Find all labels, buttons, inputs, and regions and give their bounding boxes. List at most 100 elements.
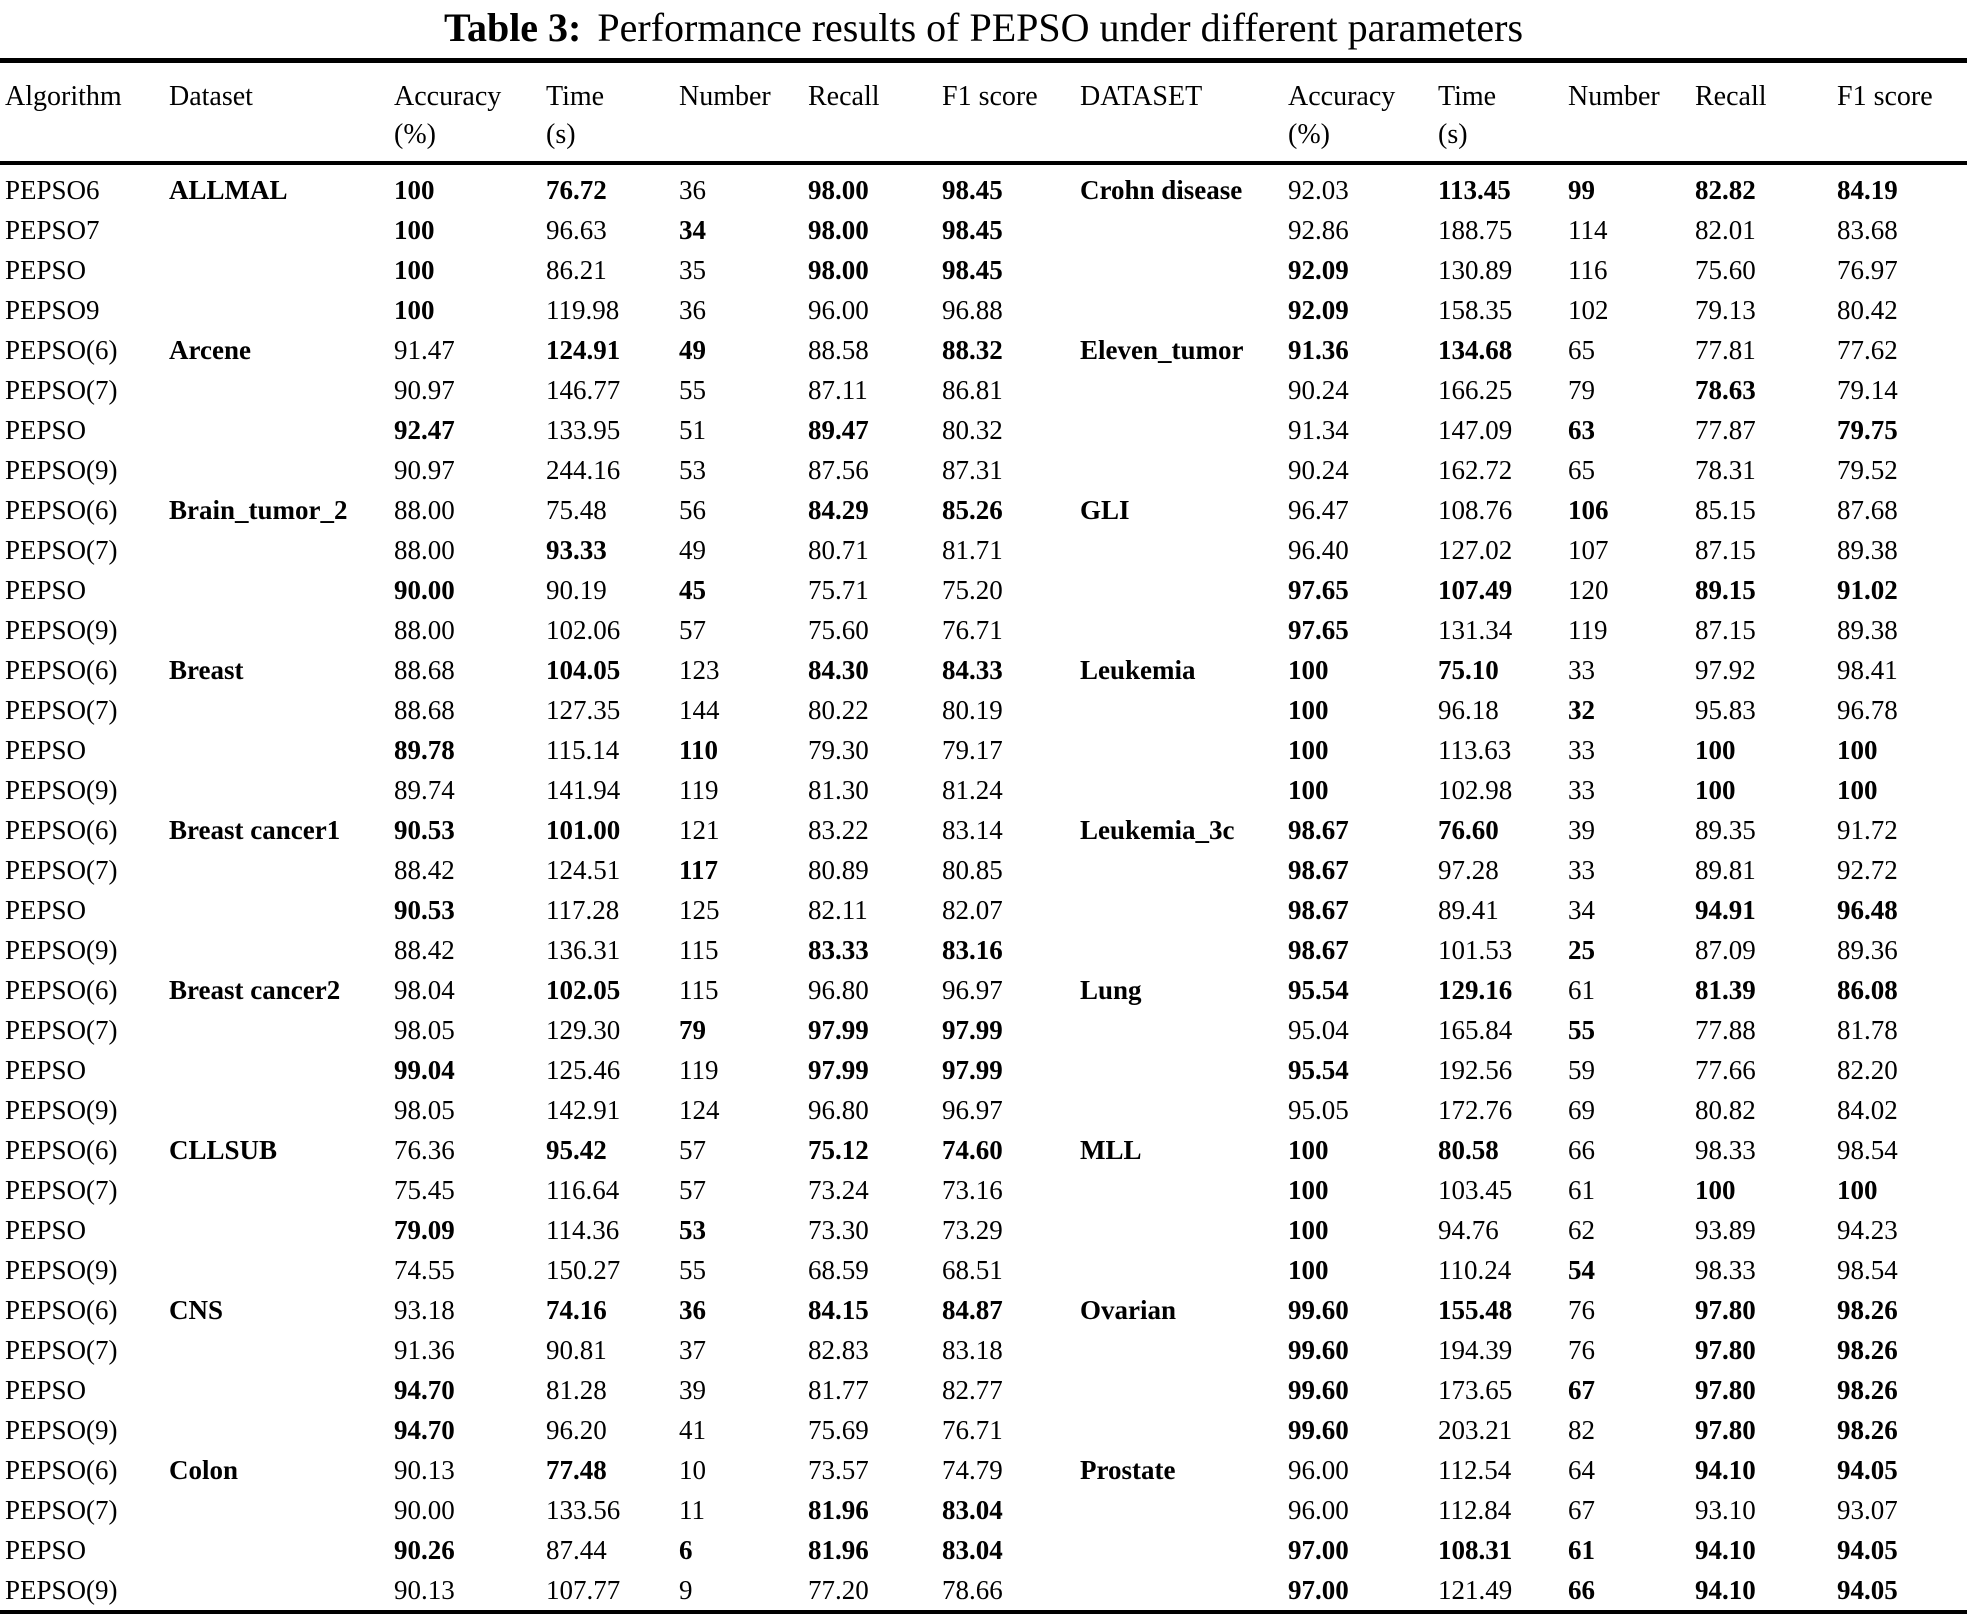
- algorithm-cell: PEPSO(7): [5, 1494, 118, 1525]
- table-row: PEPSO(7) 91.36 90.81 37 82.83 83.18 99.60 194.3…: [0, 1330, 1967, 1370]
- value-cell: 76.97: [1837, 254, 1898, 285]
- value-cell: 76.71: [942, 614, 1003, 645]
- algorithm-cell: PEPSO(9): [5, 1414, 118, 1445]
- value-cell: 86.21: [546, 254, 607, 285]
- value-cell: 108.76: [1438, 494, 1513, 525]
- dataset-cell: [169, 290, 394, 330]
- dataset-cell: Brain_tumor_2: [169, 494, 348, 525]
- value-cell: 35: [679, 254, 706, 285]
- dataset-cell: [169, 1090, 394, 1130]
- value-cell: 158.35: [1438, 294, 1513, 325]
- value-cell: 98.67: [1288, 934, 1349, 965]
- value-cell: 83.18: [942, 1334, 1003, 1365]
- algorithm-cell: PEPSO: [5, 1374, 87, 1405]
- value-cell: 98.00: [808, 214, 869, 245]
- col-header-7: DATASET: [1080, 81, 1203, 112]
- value-cell: 76.36: [394, 1134, 455, 1165]
- value-cell: 102: [1568, 294, 1609, 325]
- value-cell: 96.80: [808, 1094, 869, 1125]
- dataset-cell: [169, 930, 394, 970]
- value-cell: 98.54: [1837, 1134, 1898, 1165]
- table-row: PEPSO(6) Brain_tumor_2 88.00 75.48 56 84.29 85…: [0, 490, 1967, 530]
- value-cell: 123: [679, 654, 720, 685]
- results-table: Algorithm Dataset Accuracy Time Number Recall…: [0, 58, 1967, 1614]
- value-cell: 74.60: [942, 1134, 1003, 1165]
- value-cell: 100: [394, 254, 435, 285]
- value-cell: 65: [1568, 334, 1595, 365]
- dataset-cell: [1080, 850, 1288, 890]
- value-cell: 96.80: [808, 974, 869, 1005]
- value-cell: 97.99: [942, 1054, 1003, 1085]
- value-cell: 90.53: [394, 814, 455, 845]
- value-cell: 81.96: [808, 1534, 869, 1565]
- value-cell: 84.87: [942, 1294, 1003, 1325]
- value-cell: 97.92: [1695, 654, 1756, 685]
- value-cell: 75.45: [394, 1174, 455, 1205]
- value-cell: 97.28: [1438, 854, 1499, 885]
- dataset-cell: [169, 410, 394, 450]
- value-cell: 75.69: [808, 1414, 869, 1445]
- algorithm-cell: PEPSO: [5, 894, 87, 925]
- value-cell: 106: [1568, 494, 1609, 525]
- table-row: PEPSO(9) 90.97 244.16 53 87.56 87.31 90.24 162.…: [0, 450, 1967, 490]
- value-cell: 99.60: [1288, 1294, 1349, 1325]
- value-cell: 96.97: [942, 974, 1003, 1005]
- value-cell: 81.24: [942, 774, 1003, 805]
- value-cell: 94.05: [1837, 1574, 1898, 1605]
- col-subheader-1: [169, 113, 394, 165]
- value-cell: 103.45: [1438, 1174, 1513, 1205]
- value-cell: 100: [1695, 774, 1736, 805]
- table-row: PEPSO9 100 119.98 36 96.00 96.88 92.09 158.35 10…: [0, 290, 1967, 330]
- dataset-cell: [169, 1490, 394, 1530]
- dataset-cell: [169, 570, 394, 610]
- value-cell: 64: [1568, 1454, 1595, 1485]
- value-cell: 173.65: [1438, 1374, 1513, 1405]
- value-cell: 95.05: [1288, 1094, 1349, 1125]
- col-subheader-9: (s): [1438, 113, 1568, 165]
- value-cell: 92.47: [394, 414, 455, 445]
- value-cell: 51: [679, 414, 706, 445]
- value-cell: 89.38: [1837, 614, 1898, 645]
- table-row: PEPSO(9) 98.05 142.91 124 96.80 96.97 95.05 172…: [0, 1090, 1967, 1130]
- value-cell: 77.62: [1837, 334, 1898, 365]
- value-cell: 124: [679, 1094, 720, 1125]
- value-cell: 108.31: [1438, 1534, 1513, 1565]
- dataset-cell: ALLMAL: [169, 174, 288, 205]
- value-cell: 82.01: [1695, 214, 1756, 245]
- value-cell: 91.47: [394, 334, 455, 365]
- col-subheader-8: (%): [1288, 113, 1438, 165]
- value-cell: 90.97: [394, 454, 455, 485]
- value-cell: 34: [1568, 894, 1595, 925]
- value-cell: 116.64: [546, 1174, 620, 1205]
- value-cell: 61: [1568, 974, 1595, 1005]
- table-caption: Table 3: Performance results of PEPSO und…: [0, 0, 1967, 58]
- value-cell: 87.11: [808, 374, 868, 405]
- value-cell: 95.42: [546, 1134, 607, 1165]
- value-cell: 89.35: [1695, 814, 1756, 845]
- dataset-cell: Leukemia_3c: [1080, 814, 1235, 845]
- value-cell: 136.31: [546, 934, 621, 965]
- value-cell: 80.89: [808, 854, 869, 885]
- table-row: PEPSO(7) 90.97 146.77 55 87.11 86.81 90.24 166.…: [0, 370, 1967, 410]
- dataset-cell: Breast cancer1: [169, 814, 341, 845]
- value-cell: 88.68: [394, 654, 455, 685]
- value-cell: 9: [679, 1574, 693, 1605]
- algorithm-cell: PEPSO(7): [5, 1174, 118, 1205]
- dataset-cell: [1080, 210, 1288, 250]
- table-row: PEPSO 89.78 115.14 110 79.30 79.17 100 113.63 33…: [0, 730, 1967, 770]
- value-cell: 79: [1568, 374, 1595, 405]
- value-cell: 96.63: [546, 214, 607, 245]
- algorithm-cell: PEPSO(9): [5, 934, 118, 965]
- value-cell: 94.70: [394, 1374, 455, 1405]
- value-cell: 89.78: [394, 734, 455, 765]
- algorithm-cell: PEPSO(9): [5, 614, 118, 645]
- algorithm-cell: PEPSO(9): [5, 454, 118, 485]
- table-row: PEPSO 94.70 81.28 39 81.77 82.77 99.60 173.65 67…: [0, 1370, 1967, 1410]
- value-cell: 84.30: [808, 654, 869, 685]
- value-cell: 10: [679, 1454, 706, 1485]
- algorithm-cell: PEPSO: [5, 1214, 87, 1245]
- table-row: PEPSO(7) 88.00 93.33 49 80.71 81.71 96.40 127.0…: [0, 530, 1967, 570]
- value-cell: 95.54: [1288, 1054, 1349, 1085]
- value-cell: 73.29: [942, 1214, 1003, 1245]
- value-cell: 81.77: [808, 1374, 869, 1405]
